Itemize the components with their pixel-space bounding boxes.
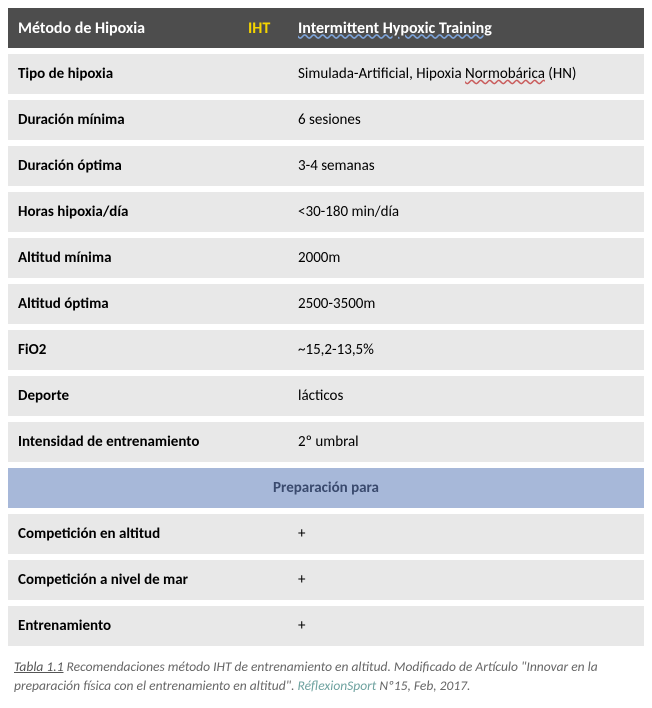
section-header: Preparación para [8,468,644,508]
header-iht-name: Intermittent Hypoxic Training [298,19,634,38]
table-caption: Tabla 1.1 Recomendaciones método IHT de … [8,646,644,700]
row-label: Entrenamiento [18,617,298,635]
caption-link: RéflexionSport [298,677,377,694]
header-iht-code: IHT [248,19,298,38]
row-value: Simulada-Artificial, Hipoxia Normobárica… [298,65,634,83]
table-row: Tipo de hipoxia Simulada-Artificial, Hip… [8,54,644,94]
row-value: lácticos [298,387,634,405]
table-row: Duración mínima 6 sesiones [8,100,644,140]
table-row: FiO2 ~15,2-13,5% [8,330,644,370]
caption-title: Tabla 1.1 [14,658,64,675]
row-label: FiO2 [18,341,298,359]
row-value: + [298,617,634,635]
row-value: ~15,2-13,5% [298,341,634,359]
row-label: Deporte [18,387,298,405]
table-row: Altitud mínima 2000m [8,238,644,278]
row-value: 2000m [298,249,634,267]
table-row: Competición en altitud + [8,514,644,554]
table-row: Intensidad de entrenamiento 2º umbral [8,422,644,462]
row-label: Duración mínima [18,111,298,129]
table-header: Método de Hipoxia IHT Intermittent Hypox… [8,8,644,48]
row-value: + [298,525,634,543]
table-row: Horas hipoxia/día <30-180 min/día [8,192,644,232]
row-value: 2500-3500m [298,295,634,313]
hypoxia-table: Método de Hipoxia IHT Intermittent Hypox… [8,8,644,646]
table-row: Deporte lácticos [8,376,644,416]
table-row: Altitud óptima 2500-3500m [8,284,644,324]
row-value: 3-4 semanas [298,157,634,175]
row-value: + [298,571,634,589]
row-label: Altitud óptima [18,295,298,313]
row-label: Tipo de hipoxia [18,65,298,83]
row-value: 6 sesiones [298,111,634,129]
row-value: <30-180 min/día [298,203,634,221]
row-label: Horas hipoxia/día [18,203,298,221]
row-label: Intensidad de entrenamiento [18,433,298,451]
table-row: Competición a nivel de mar + [8,560,644,600]
row-value: 2º umbral [298,433,634,451]
header-method-label: Método de Hipoxia [18,19,248,38]
row-label: Competición en altitud [18,525,298,543]
caption-text-b: Nº15, Feb, 2017. [376,677,470,694]
row-label: Altitud mínima [18,249,298,267]
section-title: Preparación para [273,479,379,497]
row-label: Competición a nivel de mar [18,571,298,589]
table-row: Entrenamiento + [8,606,644,646]
table-row: Duración óptima 3-4 semanas [8,146,644,186]
row-label: Duración óptima [18,157,298,175]
